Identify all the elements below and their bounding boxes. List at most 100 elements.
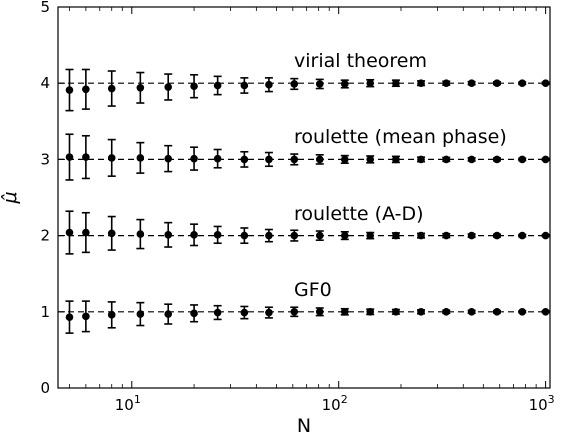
data-point: [442, 308, 451, 316]
data-point: [417, 308, 425, 316]
data-point: [340, 308, 349, 316]
data-point: [417, 231, 425, 240]
data-point: [265, 155, 273, 164]
data-point: [65, 153, 74, 161]
data-point: [136, 154, 145, 162]
data-point: [467, 155, 476, 164]
series-annotation: roulette (A-D): [294, 203, 424, 225]
data-point: [65, 86, 74, 94]
y-tick-label: 3: [40, 150, 50, 168]
reference-lines: [58, 82, 550, 313]
data-point: [518, 79, 527, 87]
data-point: [366, 308, 375, 316]
x-axis-label: N: [297, 415, 311, 437]
data-point: [518, 155, 527, 164]
data-point: [366, 231, 375, 240]
data-point: [82, 312, 90, 321]
data-point: [442, 155, 451, 164]
data-point: [136, 310, 145, 318]
plot-frame: [57, 6, 551, 389]
data-point: [107, 311, 116, 319]
data-point: [107, 229, 116, 238]
data-point: [82, 153, 90, 161]
x-tick-label: 103: [529, 393, 555, 414]
data-point: [65, 228, 74, 237]
data-point: [290, 155, 299, 164]
data-point: [240, 308, 249, 317]
y-tick-label: 1: [40, 303, 50, 321]
data-point: [518, 231, 527, 240]
data-point: [265, 308, 273, 317]
data-point: [392, 79, 400, 87]
data-point: [392, 231, 400, 240]
data-points: [65, 79, 550, 321]
y-tick-label: 5: [40, 0, 50, 16]
data-point: [340, 80, 349, 88]
data-point: [107, 154, 116, 162]
data-point: [136, 230, 145, 238]
data-point: [213, 81, 222, 90]
data-point: [164, 231, 173, 239]
x-axis-ticks: 101 102 103: [69, 7, 555, 414]
data-point: [340, 155, 349, 164]
y-tick-label: 4: [40, 74, 50, 92]
data-point: [213, 231, 222, 239]
data-point: [493, 308, 501, 316]
y-tick-label: 0: [40, 379, 50, 397]
data-point: [190, 309, 198, 318]
x-tick-label: 102: [322, 393, 348, 414]
data-point: [190, 82, 198, 91]
data-point: [366, 79, 375, 87]
series-annotation: virial theorem: [294, 50, 427, 72]
data-point: [315, 155, 324, 164]
data-point: [65, 313, 74, 321]
x-tick-label: 101: [115, 393, 141, 414]
data-point: [315, 308, 324, 316]
data-point: [265, 80, 273, 89]
data-point: [467, 308, 476, 316]
data-point: [493, 79, 501, 87]
data-point: [290, 80, 299, 88]
data-point: [240, 231, 249, 240]
data-point: [340, 231, 349, 240]
data-point: [392, 308, 400, 316]
data-point: [315, 231, 324, 240]
series-annotations: GF0 roulette (A-D) roulette (mean phase) vi…: [294, 50, 507, 301]
axes: [57, 6, 551, 389]
data-point: [417, 155, 425, 164]
data-point: [493, 231, 501, 240]
data-point: [265, 231, 273, 240]
data-point: [213, 154, 222, 163]
data-point: [493, 155, 501, 164]
y-tick-label: 2: [40, 227, 50, 245]
data-point: [290, 308, 299, 316]
data-point: [107, 84, 116, 93]
data-point: [164, 310, 173, 318]
data-point: [190, 154, 198, 163]
data-point: [240, 155, 249, 164]
data-point: [290, 231, 299, 240]
data-point: [164, 154, 173, 163]
data-point: [467, 231, 476, 240]
data-point: [417, 79, 425, 87]
data-point: [82, 85, 90, 94]
data-point: [366, 155, 375, 164]
data-point: [442, 79, 451, 87]
data-point: [213, 308, 222, 317]
data-point: [164, 83, 173, 91]
series-annotation: roulette (mean phase): [294, 126, 507, 148]
data-point: [190, 231, 198, 239]
data-point: [240, 81, 249, 90]
y-axis-label: μ̂: [0, 191, 21, 204]
data-point: [136, 83, 145, 92]
data-point: [315, 80, 324, 88]
data-point: [467, 79, 476, 87]
series-annotation: GF0: [294, 279, 332, 301]
data-point: [82, 228, 90, 237]
data-point: [442, 231, 451, 240]
data-point: [392, 155, 400, 164]
y-axis-ticks: 0 1 2 3 4 5: [40, 0, 550, 397]
data-point: [518, 308, 527, 316]
